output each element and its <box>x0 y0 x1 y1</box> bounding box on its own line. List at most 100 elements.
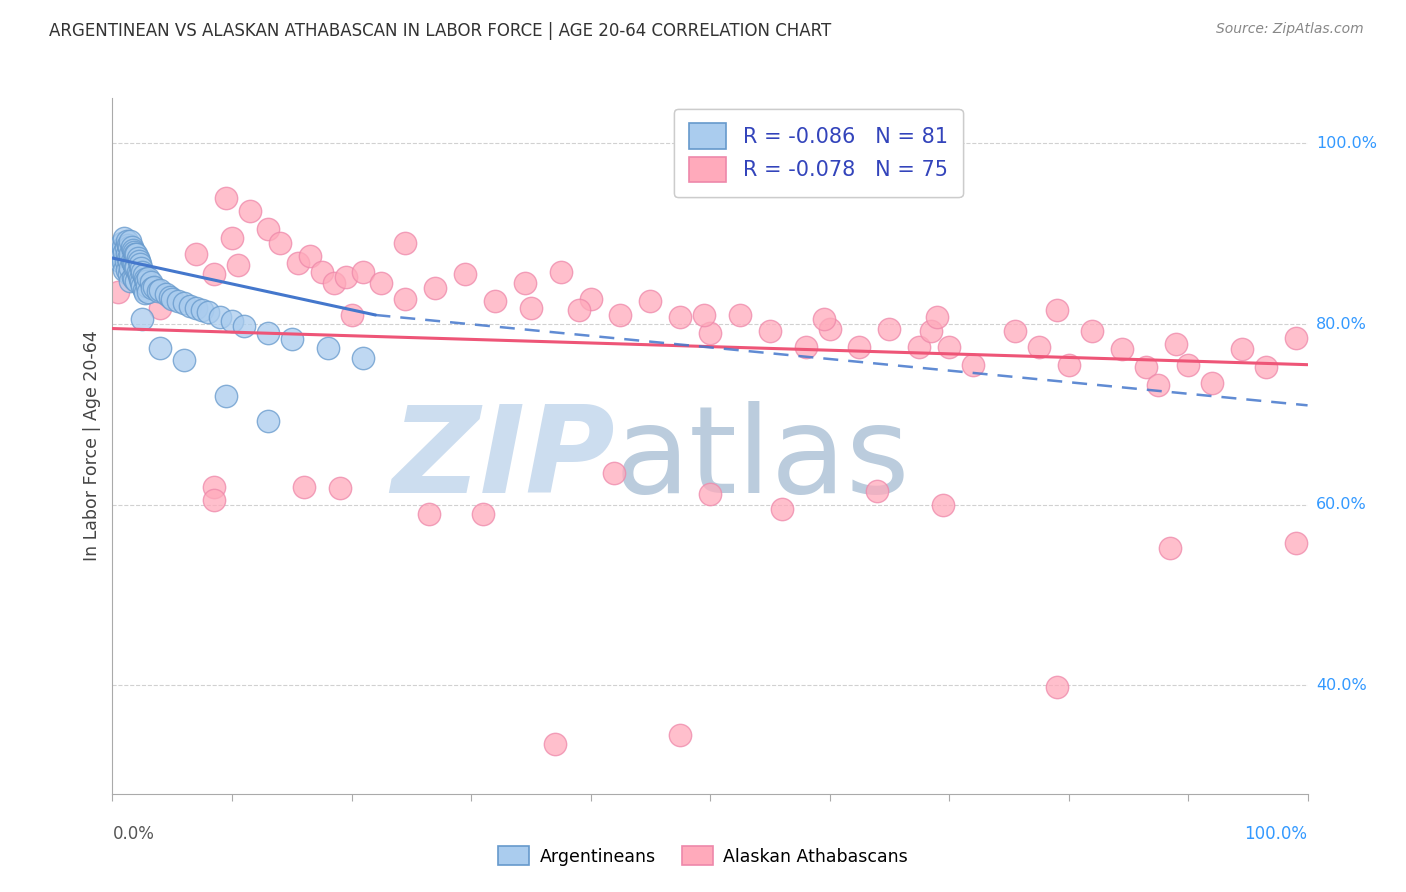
Point <box>112 240 135 254</box>
Point <box>370 277 392 291</box>
Point <box>111 249 134 263</box>
Point <box>120 246 142 260</box>
Point <box>118 240 141 254</box>
Point <box>484 294 506 309</box>
Point <box>141 281 163 295</box>
Point <box>162 292 183 306</box>
Point <box>1111 343 1133 357</box>
Point <box>221 231 243 245</box>
Point <box>167 294 190 309</box>
Text: ARGENTINEAN VS ALASKAN ATHABASCAN IN LABOR FORCE | AGE 20-64 CORRELATION CHART: ARGENTINEAN VS ALASKAN ATHABASCAN IN LAB… <box>49 22 831 40</box>
Point <box>155 287 177 301</box>
Point <box>114 244 135 259</box>
Point <box>159 290 181 304</box>
Point <box>1285 535 1308 549</box>
Point <box>311 264 333 278</box>
Point <box>1159 541 1181 555</box>
Text: Source: ZipAtlas.com: Source: ZipAtlas.com <box>1216 22 1364 37</box>
Point <box>112 253 135 268</box>
Point <box>699 487 721 501</box>
Point <box>149 283 172 297</box>
Point <box>149 301 172 315</box>
Point <box>352 264 374 278</box>
Point <box>138 285 160 300</box>
Point <box>1135 360 1157 375</box>
Point <box>1201 376 1223 390</box>
Point <box>134 286 156 301</box>
Point <box>425 281 447 295</box>
Point <box>1177 358 1199 372</box>
Point <box>202 480 225 494</box>
Point <box>513 277 536 291</box>
Point <box>603 466 626 480</box>
Point <box>226 258 249 272</box>
Point <box>335 270 357 285</box>
Point <box>122 244 145 259</box>
Point <box>135 274 157 288</box>
Point <box>173 296 195 310</box>
Point <box>186 301 208 315</box>
Point <box>472 507 495 521</box>
Point <box>813 312 835 326</box>
Point <box>121 253 143 268</box>
Point <box>124 246 146 260</box>
Point <box>208 310 231 324</box>
Point <box>131 312 153 326</box>
Legend: R = -0.086   N = 81, R = -0.078   N = 75: R = -0.086 N = 81, R = -0.078 N = 75 <box>675 109 963 197</box>
Point <box>122 272 145 286</box>
Point <box>114 240 136 254</box>
Point <box>114 253 136 268</box>
Point <box>120 274 142 288</box>
Point <box>1164 337 1187 351</box>
Point <box>394 235 416 250</box>
Point <box>121 270 143 285</box>
Point <box>186 246 208 260</box>
Point <box>131 279 153 293</box>
Point <box>129 260 152 275</box>
Point <box>114 262 135 277</box>
Point <box>125 246 148 260</box>
Text: ZIP: ZIP <box>391 401 614 518</box>
Point <box>107 285 129 300</box>
Point <box>920 324 942 338</box>
Point <box>215 190 238 204</box>
Point <box>146 285 169 299</box>
Text: 0.0%: 0.0% <box>112 825 155 843</box>
Point <box>759 324 782 338</box>
Point <box>257 414 280 428</box>
Point <box>117 237 139 252</box>
Point <box>202 493 225 508</box>
Point <box>129 276 152 290</box>
Point <box>125 274 148 288</box>
Point <box>120 260 142 275</box>
Text: 100.0%: 100.0% <box>1316 136 1376 151</box>
Point <box>638 294 662 309</box>
Point <box>322 277 344 291</box>
Point <box>609 308 631 322</box>
Point <box>418 507 440 521</box>
Point <box>131 264 153 278</box>
Point <box>257 326 280 340</box>
Text: atlas: atlas <box>614 401 910 518</box>
Point <box>908 340 931 354</box>
Text: 80.0%: 80.0% <box>1316 317 1367 332</box>
Point <box>1147 378 1170 392</box>
Point <box>118 268 141 282</box>
Point <box>454 268 477 282</box>
Point <box>298 249 321 263</box>
Point <box>121 256 143 270</box>
Point <box>699 326 721 340</box>
Point <box>221 314 243 328</box>
Point <box>818 321 841 335</box>
Text: 40.0%: 40.0% <box>1316 678 1367 693</box>
Point <box>669 728 692 742</box>
Point <box>1045 303 1069 318</box>
Point <box>117 252 139 266</box>
Point <box>115 246 138 260</box>
Point <box>215 389 238 403</box>
Point <box>121 240 143 254</box>
Point <box>143 280 166 294</box>
Point <box>567 303 591 318</box>
Point <box>932 498 955 512</box>
Point <box>1230 343 1253 357</box>
